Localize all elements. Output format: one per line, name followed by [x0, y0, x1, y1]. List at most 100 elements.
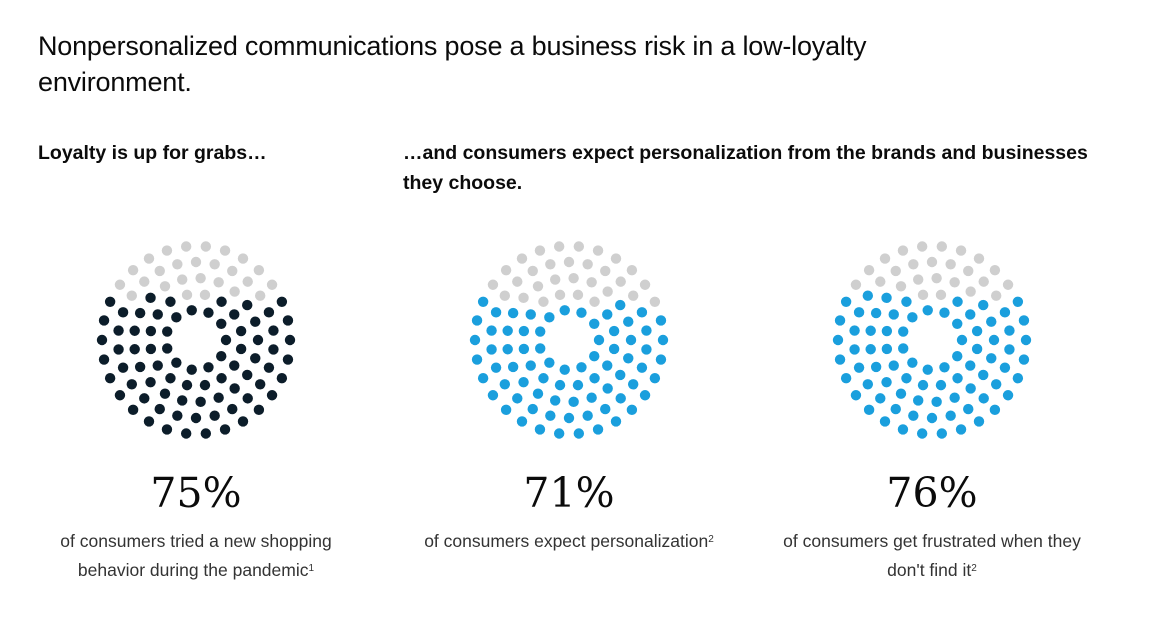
- dot-empty: [161, 245, 173, 256]
- dot-filled: [545, 410, 556, 421]
- dot-filled: [152, 360, 163, 371]
- dot-filled: [235, 325, 247, 337]
- dot-filled: [901, 373, 912, 384]
- dot-filled: [865, 325, 876, 336]
- dot-filled: [978, 393, 989, 404]
- dot-filled: [227, 403, 238, 415]
- dot-empty: [563, 256, 575, 268]
- percentage-value: 71%: [523, 469, 615, 517]
- dot-filled: [610, 416, 622, 427]
- dot-filled: [572, 379, 584, 391]
- dot-filled: [502, 325, 513, 336]
- dot-filled: [282, 315, 294, 326]
- dot-filled: [602, 383, 613, 394]
- description: of consumers tried a new shopping behavi…: [46, 527, 346, 585]
- footnote-marker: 2: [708, 534, 714, 545]
- dot-empty: [568, 272, 579, 284]
- dot-filled: [888, 309, 899, 320]
- dot-filled: [471, 354, 483, 365]
- dot-filled: [229, 309, 240, 320]
- dot-filled: [487, 390, 499, 401]
- dot-filled: [171, 357, 182, 368]
- dot-empty: [965, 286, 976, 297]
- dot-empty: [127, 264, 139, 276]
- dot-empty: [973, 253, 985, 264]
- dot-filled: [832, 334, 844, 346]
- dot-empty: [516, 253, 528, 264]
- dot-filled: [922, 364, 933, 375]
- dot-empty: [955, 245, 967, 256]
- dot-filled: [490, 362, 502, 373]
- dot-filled: [525, 360, 536, 371]
- footnote-marker: 2: [971, 563, 977, 574]
- dot-filled: [172, 410, 183, 421]
- dot-filled: [573, 428, 585, 439]
- dot-filled: [195, 396, 206, 408]
- dot-empty: [917, 289, 929, 301]
- dot-empty: [487, 279, 499, 290]
- dot-filled: [922, 305, 933, 316]
- dot-filled: [849, 325, 860, 336]
- dot-filled: [535, 326, 546, 337]
- dot-empty: [213, 277, 224, 288]
- dot-filled: [186, 364, 197, 375]
- dot-filled: [834, 315, 846, 326]
- dot-empty: [649, 296, 661, 307]
- dot-filled: [615, 369, 626, 381]
- dot-filled: [649, 373, 661, 384]
- dot-empty: [602, 286, 613, 297]
- dot-filled: [986, 316, 997, 327]
- dot-filled: [538, 373, 549, 384]
- dot-filled: [229, 360, 240, 371]
- dot-filled: [949, 392, 960, 403]
- dot-filled: [986, 353, 997, 364]
- dot-filled: [600, 403, 611, 415]
- dot-filled: [840, 373, 852, 384]
- dot-empty: [237, 253, 249, 264]
- dot-filled: [544, 312, 555, 323]
- dot-empty: [875, 276, 886, 287]
- dot-filled: [553, 428, 565, 439]
- dot-empty: [989, 264, 1001, 276]
- dot-filled: [209, 410, 220, 421]
- dot-filled: [881, 325, 893, 337]
- dot-filled: [862, 290, 874, 301]
- dot-empty: [527, 265, 538, 277]
- dot-filled: [98, 315, 110, 326]
- dot-filled: [999, 307, 1011, 318]
- dot-filled: [477, 296, 489, 307]
- dot-filled: [1004, 325, 1015, 336]
- dot-filled: [978, 299, 989, 311]
- dot-filled: [592, 424, 604, 435]
- dot-circle-chart: [832, 241, 1032, 439]
- dot-filled: [908, 410, 919, 421]
- dot-filled: [216, 351, 227, 362]
- dot-filled: [863, 404, 875, 416]
- dot-empty: [209, 259, 220, 270]
- dot-filled: [888, 360, 899, 371]
- dot-filled: [268, 344, 279, 355]
- dot-empty: [229, 286, 240, 297]
- dot-filled: [945, 410, 956, 421]
- dot-empty: [908, 259, 919, 270]
- dot-filled: [955, 424, 967, 435]
- dot-filled: [165, 373, 176, 384]
- dot-empty: [190, 256, 202, 268]
- dot-filled: [576, 362, 587, 373]
- dot-filled: [471, 315, 483, 326]
- dot-filled: [907, 312, 918, 323]
- dot-filled: [1002, 390, 1014, 401]
- dot-filled: [502, 344, 513, 355]
- dot-empty: [897, 245, 909, 256]
- panel-frustrated: 76% of consumers get frustrated when the…: [782, 240, 1082, 640]
- dot-filled: [152, 309, 163, 320]
- dot-filled: [935, 379, 947, 391]
- dot-filled: [213, 392, 224, 403]
- panel-pandemic-behavior: 75% of consumers tried a new shopping be…: [46, 240, 346, 640]
- dot-empty: [916, 241, 928, 252]
- dot-filled: [165, 296, 176, 307]
- dot-empty: [554, 289, 566, 301]
- dot-filled: [190, 412, 202, 424]
- dot-filled: [117, 362, 129, 373]
- dot-filled: [881, 343, 893, 355]
